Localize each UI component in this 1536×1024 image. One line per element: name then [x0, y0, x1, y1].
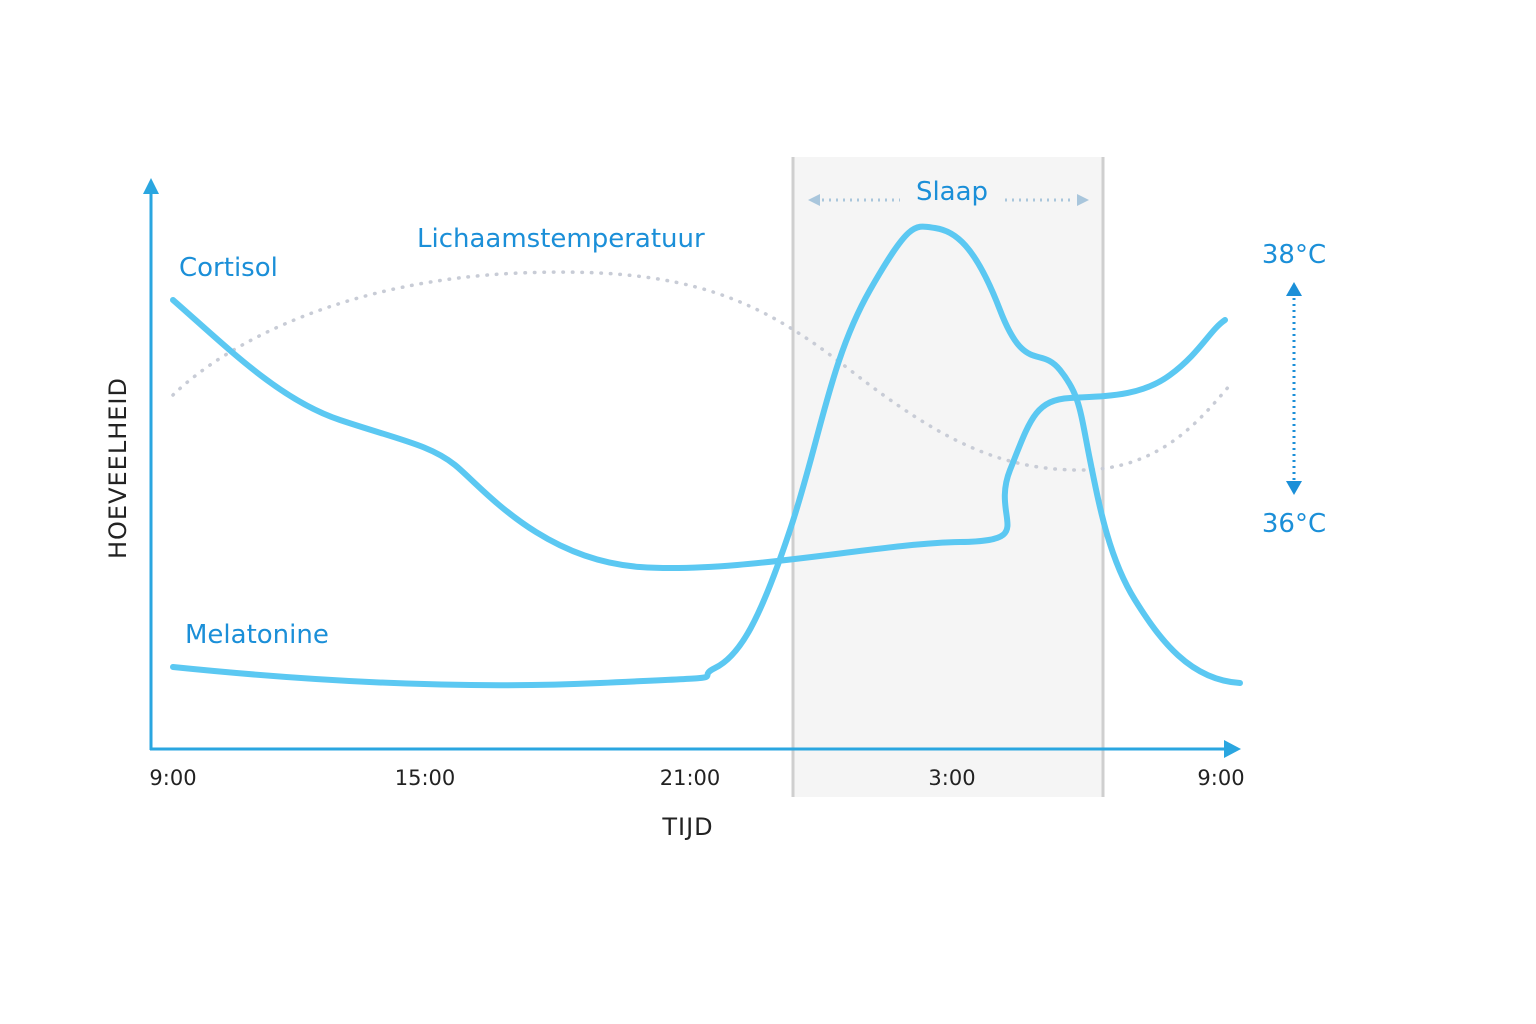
melatonin-curve [170, 223, 1243, 689]
x-tick-label: 9:00 [1197, 766, 1244, 790]
melatonin-label: Melatonine [185, 620, 329, 650]
sleep-label: Slaap [916, 177, 988, 207]
y-axis-title: HOEVEELHEID [104, 377, 132, 559]
x-tick-label: 9:00 [149, 766, 196, 790]
x-ticks: 9:00 15:00 21:00 3:00 9:00 [149, 766, 1244, 790]
sleep-arrowhead-left [808, 194, 820, 206]
cortisol-curve [170, 297, 1228, 572]
x-axis-title: TIJD [661, 813, 713, 841]
temp-low: 36°C [1262, 509, 1326, 539]
temp-arrowhead-up [1286, 282, 1302, 296]
x-tick-label: 3:00 [928, 766, 975, 790]
temp-high: 38°C [1262, 240, 1326, 270]
sleep-arrowhead-right [1077, 194, 1089, 206]
x-arrowhead [1224, 740, 1241, 758]
sleep-band [793, 157, 1103, 797]
x-tick-label: 15:00 [395, 766, 456, 790]
temperature-label: Lichaamstemperatuur [417, 224, 705, 254]
y-arrowhead [143, 178, 159, 194]
cortisol-label: Cortisol [179, 253, 278, 283]
x-tick-label: 21:00 [660, 766, 721, 790]
temp-arrowhead-down [1286, 481, 1302, 495]
